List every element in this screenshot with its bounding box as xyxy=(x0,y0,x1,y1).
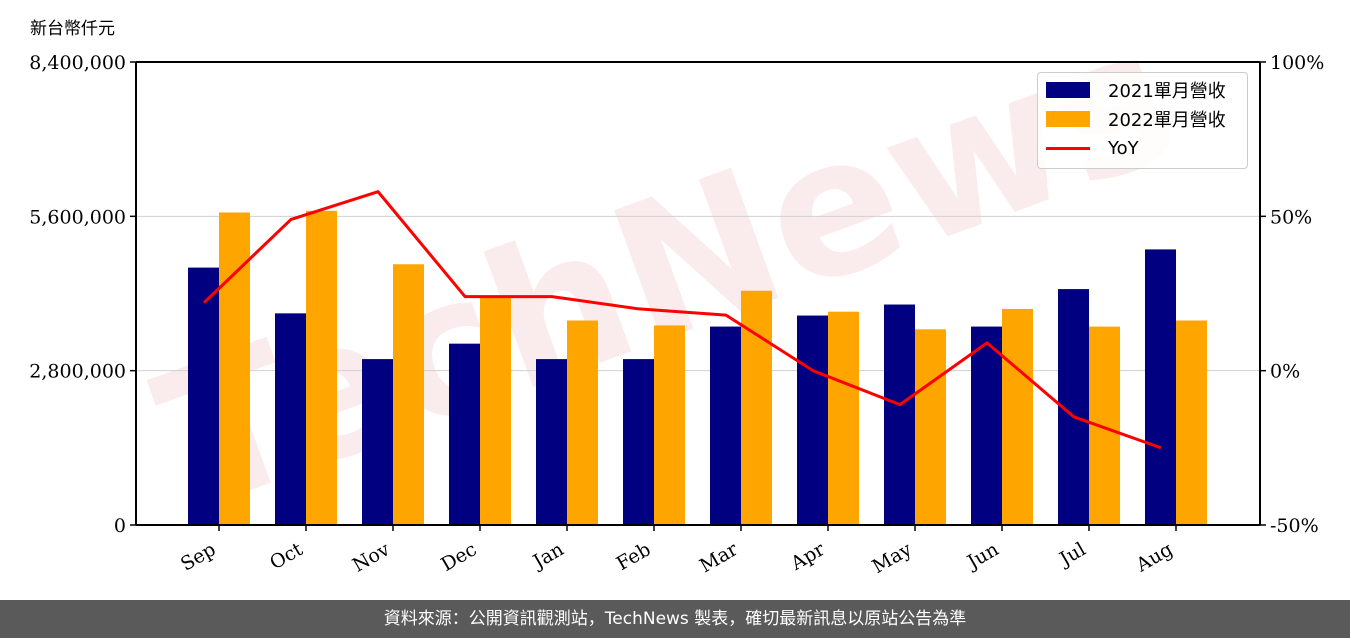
x-tick-label: Apr xyxy=(786,538,829,575)
bar-2022 xyxy=(306,210,337,526)
bar-2022 xyxy=(828,311,859,525)
axes xyxy=(135,61,1261,526)
legend: 2021單月營收 2022單月營收 YoY xyxy=(1037,72,1248,169)
bar-2021 xyxy=(536,359,567,525)
bar-2022 xyxy=(915,329,946,525)
bar-2022 xyxy=(1089,326,1120,525)
left-tick-label: 0 xyxy=(114,515,126,537)
bar-2022 xyxy=(1176,320,1207,525)
x-tick-label: May xyxy=(869,538,916,578)
bar-2022 xyxy=(480,297,511,525)
bar-2021 xyxy=(275,313,306,525)
legend-label-yoy: YoY xyxy=(1108,137,1139,159)
bar-2021 xyxy=(623,359,654,525)
legend-label-2021: 2021單月營收 xyxy=(1108,81,1226,102)
bar-2021 xyxy=(1145,249,1176,525)
legend-item-2022: 2022單月營收 xyxy=(1046,107,1226,131)
x-tick-label: Oct xyxy=(266,538,307,574)
bar-2021 xyxy=(710,326,741,525)
bar-2021 xyxy=(884,304,915,525)
legend-label-2022: 2022單月營收 xyxy=(1108,110,1226,131)
right-tick-label: 100% xyxy=(1270,52,1324,74)
x-tick-label: Nov xyxy=(349,538,394,577)
right-tick-label: 0% xyxy=(1270,361,1300,383)
bar-2021 xyxy=(797,315,828,525)
legend-line-yoy xyxy=(1046,146,1090,150)
unit-label: 新台幣仟元 xyxy=(30,19,115,39)
bars xyxy=(188,210,1207,526)
x-tick-label: Jan xyxy=(528,538,568,574)
legend-item-2021: 2021單月營收 xyxy=(1046,78,1226,102)
legend-swatch-2022 xyxy=(1046,111,1090,127)
legend-swatch-2021 xyxy=(1046,82,1090,98)
bar-2022 xyxy=(654,325,685,525)
left-tick-label: 5,600,000 xyxy=(29,206,126,228)
bar-2022 xyxy=(1002,308,1033,525)
footer-source: 資料來源：公開資訊觀測站，TechNews 製表，確切最新訊息以原站公告為準 xyxy=(0,600,1350,638)
left-tick-label: 8,400,000 xyxy=(29,52,126,74)
bar-2022 xyxy=(567,320,598,525)
bar-2022 xyxy=(741,290,772,525)
x-tick-label: Dec xyxy=(437,538,480,576)
x-tick-label: Jun xyxy=(962,538,1003,574)
x-tick-label: Feb xyxy=(613,538,655,575)
bar-2022 xyxy=(393,264,424,525)
yoy-polyline xyxy=(202,190,1162,450)
bar-2021 xyxy=(362,359,393,525)
bar-2021 xyxy=(971,326,1002,525)
left-tick-label: 2,800,000 xyxy=(29,361,126,383)
right-tick-label: -50% xyxy=(1270,515,1319,537)
legend-item-yoy: YoY xyxy=(1046,136,1139,160)
x-tick-label: Jul xyxy=(1054,538,1089,571)
right-tick-label: 50% xyxy=(1270,206,1312,228)
x-tick-label: Aug xyxy=(1132,538,1177,577)
bar-2021 xyxy=(449,343,480,525)
chart: TechNews 02,800,0005,600,0008,400,000-50… xyxy=(29,0,1324,578)
x-tick-label: Mar xyxy=(696,538,742,577)
bar-2021 xyxy=(188,267,219,525)
yoy-line xyxy=(202,190,1162,450)
bar-2022 xyxy=(219,212,250,525)
